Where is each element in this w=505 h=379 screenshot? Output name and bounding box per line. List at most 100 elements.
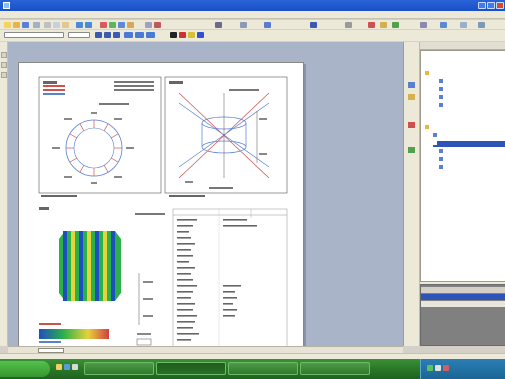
tool-icon[interactable] (264, 22, 271, 28)
print-icon[interactable] (33, 22, 40, 28)
tool-icon[interactable] (118, 22, 125, 28)
tree-item[interactable] (439, 165, 499, 171)
item-icon (439, 103, 443, 107)
taskbar-task[interactable] (300, 362, 370, 375)
tool-button[interactable] (1, 52, 7, 58)
system-tray (420, 359, 505, 379)
tool-icon[interactable] (345, 22, 352, 28)
tool-icon[interactable] (420, 22, 427, 28)
tool-icon[interactable] (392, 22, 399, 28)
paste-icon[interactable] (62, 22, 69, 28)
tree-item[interactable] (439, 103, 499, 109)
window-title (12, 2, 82, 8)
menu-item[interactable] (116, 12, 138, 18)
item-icon (433, 141, 437, 145)
menu-item[interactable] (24, 12, 42, 18)
italic-icon[interactable] (104, 32, 111, 38)
tree-item-selected[interactable] (433, 141, 505, 147)
menu-item[interactable] (208, 12, 228, 18)
tool-icon[interactable] (380, 22, 387, 28)
taskbar (0, 359, 505, 379)
panel-tool-icon[interactable] (408, 122, 415, 128)
tool-icon[interactable] (154, 22, 161, 28)
tray-icon[interactable] (443, 365, 449, 371)
tree-item[interactable] (425, 71, 495, 77)
color-icon[interactable] (188, 32, 195, 38)
sheet-tab[interactable] (38, 348, 64, 353)
property-row[interactable] (421, 287, 505, 293)
color-icon[interactable] (170, 32, 177, 38)
start-button[interactable] (0, 361, 50, 377)
tool-icon[interactable] (127, 22, 134, 28)
tool-icon[interactable] (440, 22, 447, 28)
folder-icon (425, 125, 429, 129)
bold-icon[interactable] (95, 32, 102, 38)
taskbar-task[interactable] (228, 362, 298, 375)
tool-icon[interactable] (100, 22, 107, 28)
item-icon (439, 87, 443, 91)
minimize-button[interactable] (478, 2, 486, 9)
tree-item[interactable] (433, 133, 493, 139)
tool-icon[interactable] (215, 22, 222, 28)
menu-item[interactable] (68, 12, 90, 18)
tree-item[interactable] (439, 157, 499, 163)
tool-icon[interactable] (460, 22, 467, 28)
new-file-icon[interactable] (4, 22, 11, 28)
quicklaunch-icon[interactable] (64, 364, 70, 370)
item-icon (439, 157, 443, 161)
menu-item[interactable] (164, 12, 184, 18)
maximize-button[interactable] (487, 2, 495, 9)
tool-icon[interactable] (310, 22, 317, 28)
align-icon[interactable] (135, 32, 144, 38)
open-folder-icon[interactable] (13, 22, 20, 28)
align-icon[interactable] (124, 32, 133, 38)
tray-icon[interactable] (427, 365, 433, 371)
align-icon[interactable] (146, 32, 155, 38)
copy-icon[interactable] (53, 22, 60, 28)
tree-item[interactable] (439, 79, 499, 85)
toolbar-standard (0, 20, 505, 30)
tool-icon[interactable] (240, 22, 247, 28)
underline-icon[interactable] (113, 32, 120, 38)
taskbar-task-active[interactable] (156, 362, 226, 375)
cut-icon[interactable] (44, 22, 51, 28)
workspace (8, 42, 403, 379)
color-icon[interactable] (179, 32, 186, 38)
tool-icon[interactable] (145, 22, 152, 28)
menu-item[interactable] (92, 12, 114, 18)
left-toolstrip (0, 42, 8, 346)
tray-icon[interactable] (435, 365, 441, 371)
tool-icon[interactable] (368, 22, 375, 28)
menu-item[interactable] (4, 12, 22, 18)
quicklaunch-icon[interactable] (56, 364, 62, 370)
color-icon[interactable] (197, 32, 204, 38)
window-titlebar (0, 0, 505, 11)
panel-tool-icon[interactable] (408, 82, 415, 88)
document-page (18, 62, 304, 379)
menu-item[interactable] (186, 12, 206, 18)
property-row-selected[interactable] (421, 294, 505, 300)
size-select[interactable] (68, 32, 90, 38)
tree-header (420, 42, 505, 50)
redo-icon[interactable] (85, 22, 92, 28)
tool-button[interactable] (1, 72, 7, 78)
menu-item[interactable] (140, 12, 162, 18)
tool-icon[interactable] (478, 22, 485, 28)
item-icon (439, 95, 443, 99)
undo-icon[interactable] (76, 22, 83, 28)
panel-tool-icon[interactable] (408, 147, 415, 153)
property-row[interactable] (421, 301, 505, 307)
tree-item[interactable] (439, 87, 499, 93)
close-button[interactable] (496, 2, 504, 9)
menu-item[interactable] (44, 12, 66, 18)
quicklaunch-icon[interactable] (72, 364, 78, 370)
tool-icon[interactable] (109, 22, 116, 28)
panel-tool-icon[interactable] (408, 94, 415, 100)
tree-item[interactable] (439, 95, 499, 101)
tool-button[interactable] (1, 62, 7, 68)
font-select[interactable] (4, 32, 64, 38)
save-icon[interactable] (22, 22, 29, 28)
taskbar-task[interactable] (84, 362, 154, 375)
tree-item[interactable] (439, 149, 499, 155)
tree-item[interactable] (425, 125, 495, 131)
